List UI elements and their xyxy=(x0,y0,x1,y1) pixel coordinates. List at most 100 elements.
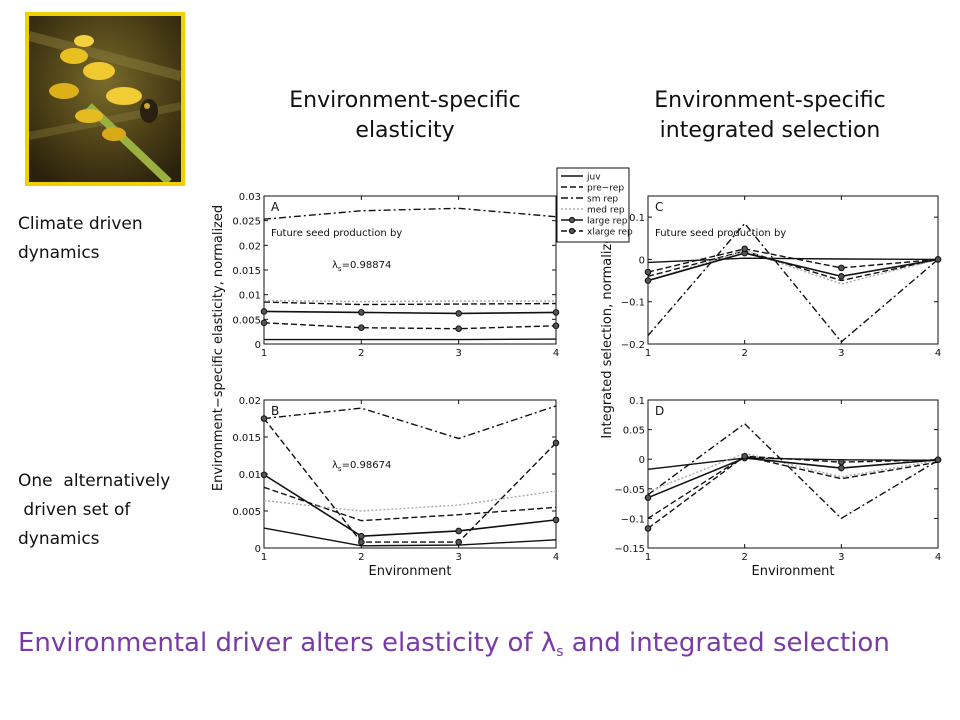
elasticity-heading: Environment-specific elasticity xyxy=(289,88,521,143)
panel-d-point-xlarge-rep xyxy=(838,458,845,466)
panel-c-series-sm-rep xyxy=(647,222,939,343)
panel-a-xtick-label: 2 xyxy=(358,348,364,359)
legend-marker xyxy=(568,227,576,235)
panel-c-xtick-label: 1 xyxy=(645,348,651,359)
panel-b-ytick-label: 0.01 xyxy=(239,470,261,481)
panel-d-ytick-label: 0 xyxy=(639,455,645,466)
panel-a-xtick-label: 3 xyxy=(455,348,461,359)
panel-a-ytick-label: 0.015 xyxy=(232,266,261,277)
panel-d-point-xlarge-rep xyxy=(644,525,652,532)
panel-b-ytick-label: 0.005 xyxy=(232,507,261,518)
panel-d-xtick-label: 3 xyxy=(838,552,844,563)
panel-c-xtick-label: 3 xyxy=(838,348,844,359)
legend-label: pre−rep xyxy=(587,184,624,194)
panel-d-point-large-rep xyxy=(644,494,652,501)
panel-d-xtick-label: 4 xyxy=(935,552,941,563)
panel-a-point-xlarge-rep xyxy=(260,319,268,327)
panel-a-series-sm-rep xyxy=(263,207,557,220)
panel-a-ytick-label: 0.02 xyxy=(239,241,261,252)
panel-c-series-xlarge-rep xyxy=(647,248,939,273)
chart-panels: 0 0.005 0.01 0.015 0.02 0.025 0.03 1 2 3 4 A Future … xyxy=(232,192,942,563)
panel-b-point-large-rep xyxy=(455,527,462,535)
row-label-alternative: One alternatively driven set of dynamics xyxy=(18,471,171,549)
xlabel-elasticity: Environment xyxy=(368,564,451,579)
panel-d-series-pre-rep xyxy=(647,455,939,519)
panel-a-ytick-label: 0 xyxy=(255,340,261,351)
panel-a-point-large-rep xyxy=(358,309,365,316)
panel-d-point-xlarge-rep xyxy=(934,456,942,464)
panel-a-point-xlarge-rep xyxy=(455,325,462,333)
panel-d-series-xlarge-rep xyxy=(647,455,939,530)
xlabel-selection: Environment xyxy=(751,564,834,579)
panel-d-letter: D xyxy=(655,404,664,418)
legend-label: sm rep xyxy=(587,195,618,205)
conclusion-suffix: and integrated selection xyxy=(563,628,890,658)
legend-label: juv xyxy=(586,173,601,183)
flower-photo-icon xyxy=(29,16,181,182)
panel-d-ytick-label: −0.05 xyxy=(614,485,645,496)
panel-b-point-large-rep xyxy=(260,471,268,479)
row-label-climate: Climate driven dynamics xyxy=(18,214,143,263)
conclusion-lambda: λ xyxy=(540,628,557,658)
panel-c-xtick-label: 2 xyxy=(741,348,747,359)
panel-d-xtick-label: 2 xyxy=(741,552,747,563)
panel-d-ytick-label: 0.05 xyxy=(623,426,645,437)
panel-c-ytick-label: −0.1 xyxy=(621,298,645,309)
panel-b-series-xlarge-rep xyxy=(263,418,557,543)
panel-a-lambda: λs=0.98874 xyxy=(332,260,391,273)
legend-marker xyxy=(568,216,576,224)
panel-a-ytick-label: 0.025 xyxy=(232,217,261,228)
panel-a-series-med-rep xyxy=(263,299,556,303)
panel-d-series-sm-rep xyxy=(647,422,939,520)
panel-d-series-large-rep xyxy=(647,457,939,499)
panel-b-frame xyxy=(263,399,557,549)
panel-c-series-pre-rep xyxy=(647,250,939,282)
panel-b-series-sm-rep xyxy=(263,405,557,440)
panel-b-series-pre-rep xyxy=(263,486,557,522)
panel-c-point-xlarge-rep xyxy=(644,268,652,276)
panel-b-series-med-rep xyxy=(263,490,557,512)
elasticity-ylabel: Environment−specific elasticity, normali… xyxy=(211,205,226,491)
panel-b-point-xlarge-rep xyxy=(358,538,365,546)
panel-b-xtick-label: 1 xyxy=(261,552,267,563)
panel-c-letter: C xyxy=(655,200,663,214)
panel-a-point-large-rep xyxy=(260,308,268,315)
panel-b-point-xlarge-rep xyxy=(455,538,462,546)
panel-a-point-large-rep xyxy=(552,309,560,316)
panel-c-xtick-label: 4 xyxy=(935,348,941,359)
panel-d-series-med-rep xyxy=(647,452,939,493)
panel-b-series-juv xyxy=(263,527,557,547)
conclusion-prefix: Environmental driver alters elasticity o… xyxy=(18,628,541,658)
panel-c-point-xlarge-rep xyxy=(838,264,845,272)
panel-c-point-large-rep xyxy=(644,277,652,284)
selection-heading: Environment-specific integrated selectio… xyxy=(654,88,886,143)
panel-b-letter: B xyxy=(271,404,279,418)
panel-b-series-large-rep xyxy=(263,474,557,537)
panel-a-frame xyxy=(263,195,557,345)
panel-a-letter: A xyxy=(271,200,280,214)
panel-d-series-juv xyxy=(647,457,939,470)
panel-b-xtick-label: 2 xyxy=(358,552,364,563)
panel-b-ytick-label: 0.02 xyxy=(239,396,261,407)
legend-label: large rep xyxy=(587,217,628,227)
panel-d-point-xlarge-rep xyxy=(741,452,748,460)
panel-d-ytick-label: 0.1 xyxy=(629,396,645,407)
panel-a-xtick-label: 4 xyxy=(553,348,559,359)
panel-a-point-large-rep xyxy=(455,310,462,317)
flower-photo xyxy=(25,12,185,186)
panel-b-xtick-label: 3 xyxy=(455,552,461,563)
panel-b-lambda: λs=0.98674 xyxy=(332,460,391,473)
panel-a-series-large-rep xyxy=(263,310,557,315)
panel-d-frame xyxy=(647,399,939,549)
panel-c-ytick-label: 0 xyxy=(639,255,645,266)
panel-a-point-xlarge-rep xyxy=(552,322,560,330)
panel-b-ytick-label: 0 xyxy=(255,544,261,555)
panel-a-xtick-label: 1 xyxy=(261,348,267,359)
selection-ylabel: Integrated selection, normalized xyxy=(600,227,615,438)
conclusion-text: Environmental driver alters elasticity o… xyxy=(18,628,958,660)
panel-c-frame xyxy=(647,195,939,345)
panel-c-annotation: Future seed production by xyxy=(655,228,786,239)
panel-c-ytick-label: 0.1 xyxy=(629,213,645,224)
